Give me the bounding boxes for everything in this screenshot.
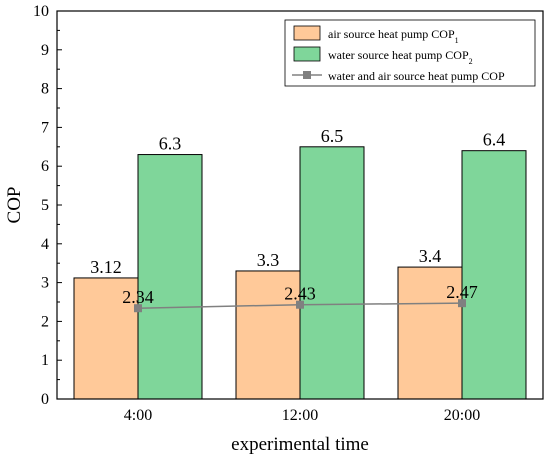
bar-air-source bbox=[397, 266, 463, 400]
bar-air-source bbox=[73, 277, 139, 400]
bar-value-label: 6.5 bbox=[321, 126, 344, 146]
legend-label: air source heat pump COP1 bbox=[328, 27, 459, 45]
legend-swatch bbox=[293, 25, 321, 41]
x-axis: 4:00 12:00 20:00 bbox=[124, 394, 480, 424]
bar-value-label: 6.4 bbox=[483, 130, 506, 150]
y-axis-title: COP bbox=[4, 187, 25, 224]
y-tick-label: 4 bbox=[41, 236, 49, 253]
legend-box bbox=[284, 19, 536, 87]
y-tick-label: 3 bbox=[41, 275, 49, 292]
line-value-label: 2.47 bbox=[446, 282, 478, 302]
legend-label-text: air source heat pump COP bbox=[328, 27, 455, 41]
bar-value-label: 3.12 bbox=[90, 257, 122, 277]
legend-label-subscript: 1 bbox=[455, 36, 459, 45]
legend: air source heat pump COP1 water source he… bbox=[284, 19, 536, 87]
line-value-label: 2.43 bbox=[284, 284, 316, 304]
y-tick-label: 7 bbox=[41, 119, 49, 136]
legend-marker bbox=[303, 71, 311, 79]
y-tick-label: 6 bbox=[41, 158, 49, 175]
legend-label: water source heat pump COP2 bbox=[328, 48, 473, 66]
y-tick-label: 10 bbox=[33, 3, 49, 20]
bar-value-label: 3.4 bbox=[419, 246, 442, 266]
bars-layer bbox=[73, 146, 527, 400]
y-tick-label: 0 bbox=[41, 391, 49, 408]
x-tick-label: 12:00 bbox=[282, 407, 318, 424]
legend-label-subscript: 2 bbox=[469, 57, 473, 66]
y-tick-label: 5 bbox=[41, 197, 49, 214]
value-labels-layer: 3.12 3.3 3.4 6.3 6.5 6.4 2.34 2.43 2.47 bbox=[90, 126, 505, 307]
y-axis: 0 1 2 3 4 5 6 7 8 9 10 bbox=[33, 3, 62, 408]
y-tick-label: 8 bbox=[41, 81, 49, 98]
y-tick-label: 9 bbox=[41, 42, 49, 59]
line-value-label: 2.34 bbox=[122, 287, 154, 307]
line-layer bbox=[134, 299, 466, 313]
bar-value-label: 3.3 bbox=[257, 250, 280, 270]
bar-value-label: 6.3 bbox=[159, 134, 182, 154]
y-tick-label: 1 bbox=[41, 352, 49, 369]
bar-water-source bbox=[461, 150, 527, 400]
combined-cop-marker bbox=[458, 299, 466, 308]
x-axis-title: experimental time bbox=[231, 434, 369, 455]
legend-label-text: water source heat pump COP bbox=[328, 48, 469, 62]
x-tick-label: 4:00 bbox=[124, 407, 152, 424]
legend-label-text: water and air source heat pump COP bbox=[328, 69, 505, 83]
combined-cop-marker bbox=[296, 300, 304, 309]
y-tick-label: 2 bbox=[41, 313, 49, 330]
bar-water-source bbox=[137, 154, 203, 400]
bar-water-source bbox=[299, 146, 365, 400]
x-tick-label: 20:00 bbox=[444, 407, 480, 424]
legend-swatch bbox=[293, 46, 321, 62]
bar-air-source bbox=[235, 270, 301, 400]
legend-label: water and air source heat pump COP bbox=[328, 69, 505, 83]
combined-cop-marker bbox=[134, 304, 142, 313]
